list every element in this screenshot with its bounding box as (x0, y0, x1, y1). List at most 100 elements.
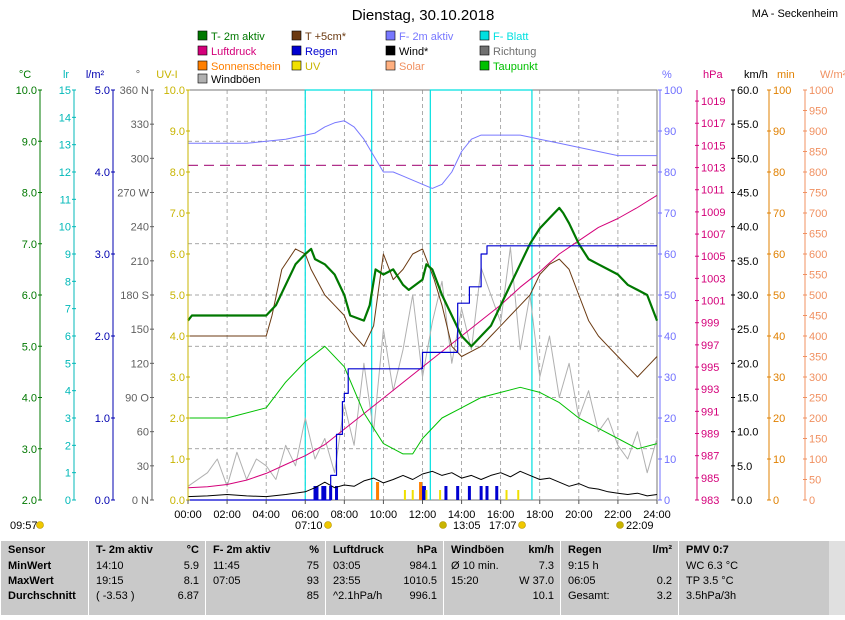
axis-tick-label: 1005 (701, 251, 725, 263)
axis-tick-label: 0 (773, 495, 779, 507)
x-axis-tick-label: 12:00 (409, 509, 437, 521)
axis-tick-label: 70 (664, 208, 676, 220)
axis-tick-label: 0.0 (737, 495, 752, 507)
stats-unit: hPa (416, 544, 437, 556)
stats-header: Sensor (8, 544, 46, 556)
chart-title: Dienstag, 30.10.2018 (352, 7, 495, 24)
axis-tick-label: 60 (773, 249, 785, 261)
x-axis-tick-label: 00:00 (174, 509, 202, 521)
stats-cell-value: 10.1 (532, 590, 554, 602)
series-lines (187, 120, 659, 501)
stats-cell-value: 7.3 (538, 560, 554, 572)
axis-tick-label: 40.0 (737, 222, 758, 234)
axis-unit: % (662, 69, 672, 81)
stats-column: T- 2m aktiv °C 14:10 5.9 19:15 8.1 ( -3.53 ) 6.… (88, 541, 205, 615)
axis-tick-label: 1.0 (170, 454, 185, 466)
axis-tick-label: 550 (809, 270, 827, 282)
stats-scroll-edge (829, 541, 845, 615)
rain-bar (321, 486, 325, 500)
moon-icon (439, 521, 447, 529)
uv-bar (411, 490, 414, 500)
axis-tick-label: 15.0 (737, 393, 758, 405)
axis-tick-label: 30 (773, 372, 785, 384)
stats-header: PMV 0:7 (686, 544, 729, 556)
axis-tick-label: 1011 (701, 185, 725, 197)
stats-cell-value: 5.9 (183, 560, 199, 572)
stats-cell-label: Ø 10 min. (451, 560, 499, 572)
legend-label: T +5cm* (305, 31, 347, 43)
rain-bar (421, 486, 424, 500)
legend: T- 2m aktiv T +5cm* F- 2m aktiv F- Blatt Luf… (197, 30, 538, 86)
stats-cell-label: 14:10 (96, 560, 124, 572)
stats-column: Luftdruck hPa 03:05 984.1 23:55 1010.5 ^2.1hPa… (325, 541, 443, 615)
axis-tick-label: 3 (65, 413, 71, 425)
stats-cell-label: ^2.1hPa/h (333, 590, 383, 602)
series-line (187, 206, 659, 348)
series-line (188, 345, 658, 455)
legend-swatch (197, 30, 208, 41)
legend-label: Solar (399, 61, 425, 73)
rain-bar (456, 486, 460, 500)
axis-tick-label: 995 (701, 362, 719, 374)
axis-tick-label: 60 (664, 249, 676, 261)
rain-bar (479, 486, 483, 500)
axis-tick-label: 14 (59, 112, 71, 124)
axis-tick-label: 10 (773, 454, 785, 466)
legend-swatch (479, 30, 490, 41)
x-axis-tick-label: 14:00 (448, 509, 476, 521)
axis-tick-label: 7 (65, 304, 71, 316)
legend-swatch (291, 45, 302, 56)
rain-bar (315, 486, 319, 500)
axis-tick-label: 360 N (120, 85, 149, 97)
axis-tick-label: 5.0 (95, 85, 110, 97)
axis-tick-label: 0.0 (170, 495, 185, 507)
axis-tick-label: 1.0 (95, 413, 110, 425)
stats-cell-value: 93 (306, 575, 319, 587)
axis-tick-label: 1007 (701, 229, 725, 241)
axis-unit: UV-I (156, 69, 177, 81)
x-axis-tick-label: 22:00 (604, 509, 632, 521)
axis-tick-label: 987 (701, 451, 719, 463)
axis-tick-label: 1017 (701, 118, 725, 130)
axis-tick-label: 50 (664, 290, 676, 302)
weather-chart: Dienstag, 30.10.2018 MA - Seckenheim T- … (10, 7, 845, 532)
stats-column: PMV 0:7 WC 6.3 °C TP 3.5 °C 3.5hPa/3h (678, 541, 795, 615)
stats-column: Windböen km/h Ø 10 min. 7.3 15:20 W 37.0 10.1 (443, 541, 560, 615)
axis-unit: km/h (744, 69, 768, 81)
legend-swatch (291, 60, 302, 71)
legend-label: UV (305, 61, 321, 73)
axis-tick-label: 50 (809, 475, 821, 487)
legend-swatch (197, 45, 208, 56)
axis-tick-label: 11 (60, 194, 71, 206)
axis-tick-label: 10.0 (737, 427, 758, 439)
axis-tick-label: 15 (59, 85, 71, 97)
axis-tick-label: 8.0 (170, 167, 185, 179)
axis-tick-label: 120 (131, 358, 149, 370)
axis-tick-label: 90 O (125, 393, 149, 405)
stats-cell-label: ( -3.53 ) (96, 590, 135, 602)
axis-tick-label: 999 (701, 318, 719, 330)
axis-tick-label: 60.0 (737, 85, 758, 97)
series-line (188, 245, 657, 501)
axis-tick-label: 1001 (701, 296, 725, 308)
stats-cell-value: 75 (306, 560, 319, 572)
axis-tick-label: 700 (809, 208, 827, 220)
axis-tick-label: 1019 (701, 96, 725, 108)
axis-tick-label: 240 (131, 222, 149, 234)
axis-tick-label: 330 (131, 119, 149, 131)
axis-tick-label: 1003 (701, 273, 725, 285)
x-axis-tick-label: 10:00 (370, 509, 398, 521)
sunrise-icon (324, 521, 332, 529)
axis-tick-label: 985 (701, 473, 719, 485)
rain-bar (467, 486, 471, 500)
axis-tick-label: 900 (809, 126, 827, 138)
sunshine-bar (419, 482, 423, 500)
axis-tick-label: 850 (809, 147, 827, 159)
stats-cell-label: Durchschnitt (8, 590, 76, 602)
legend-swatch (385, 60, 396, 71)
axis-tick-label: 100 (809, 454, 827, 466)
stats-cell-label: 3.5hPa/3h (686, 590, 737, 602)
stats-header: F- 2m aktiv (213, 544, 271, 556)
uv-bar (505, 490, 508, 500)
axis-tick-label: 25.0 (737, 324, 758, 336)
